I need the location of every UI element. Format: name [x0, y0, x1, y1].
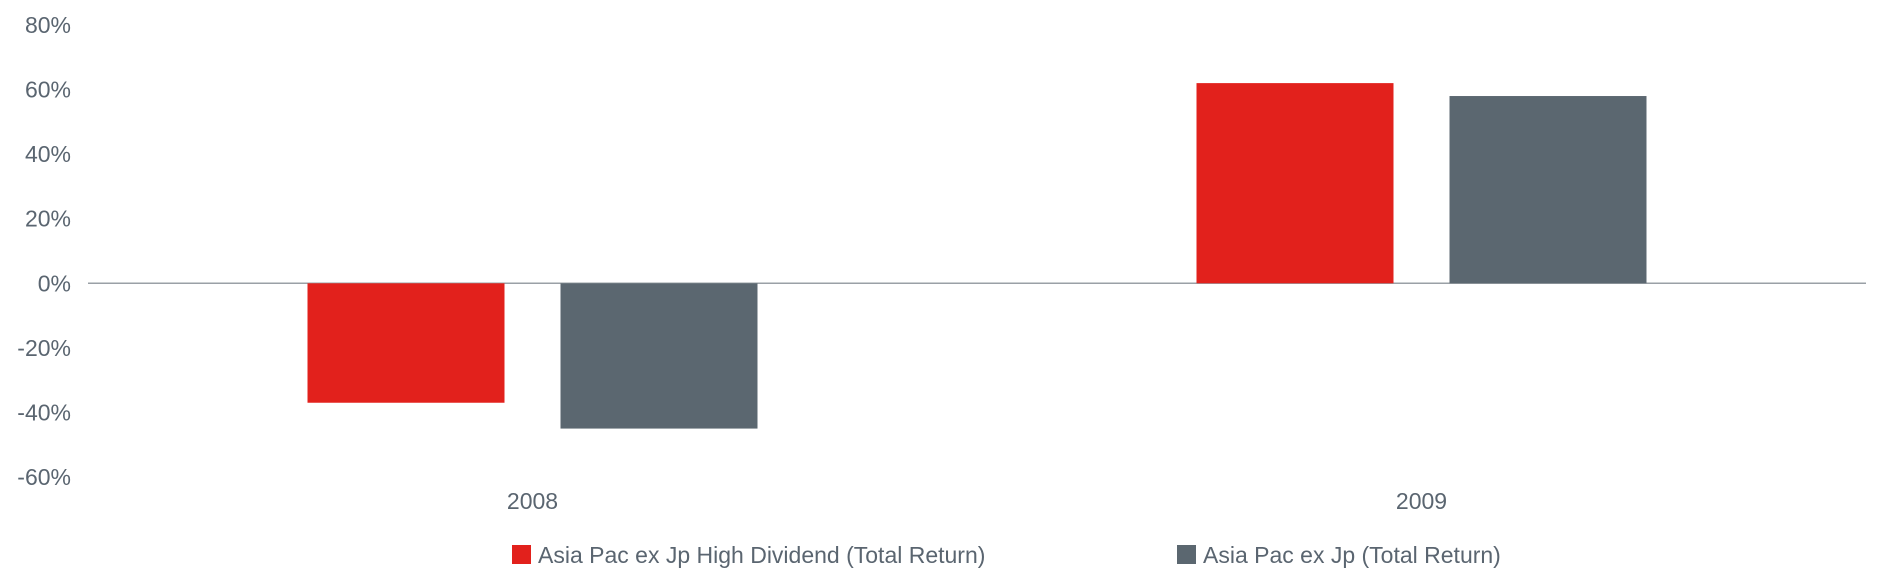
y-tick-label: 0%	[38, 270, 71, 296]
legend-swatch	[512, 545, 531, 564]
legend-label: Asia Pac ex Jp (Total Return)	[1203, 542, 1501, 568]
y-tick-label: 20%	[25, 206, 71, 232]
legend-label: Asia Pac ex Jp High Dividend (Total Retu…	[538, 542, 985, 568]
legend-item: Asia Pac ex Jp High Dividend (Total Retu…	[512, 542, 985, 568]
bars	[307, 83, 1647, 429]
y-axis: 80% 60% 40% 20% 0% -20% -40% -60%	[17, 12, 71, 490]
bar-2008-series-1	[307, 283, 505, 403]
x-axis: 2008 2009	[507, 488, 1447, 514]
bar-2009-series-1	[1196, 83, 1394, 284]
legend-item: Asia Pac ex Jp (Total Return)	[1177, 542, 1501, 568]
y-tick-label: 80%	[25, 12, 71, 38]
y-tick-label: -60%	[17, 464, 71, 490]
x-category-label: 2009	[1396, 488, 1447, 514]
legend: Asia Pac ex Jp High Dividend (Total Retu…	[512, 542, 1501, 568]
x-category-label: 2008	[507, 488, 558, 514]
y-tick-label: 40%	[25, 141, 71, 167]
bar-2009-series-2	[1449, 96, 1647, 284]
y-tick-label: -20%	[17, 335, 71, 361]
y-tick-label: 60%	[25, 77, 71, 103]
legend-swatch	[1177, 545, 1196, 564]
bar-2008-series-2	[560, 283, 758, 429]
y-tick-label: -40%	[17, 399, 71, 425]
